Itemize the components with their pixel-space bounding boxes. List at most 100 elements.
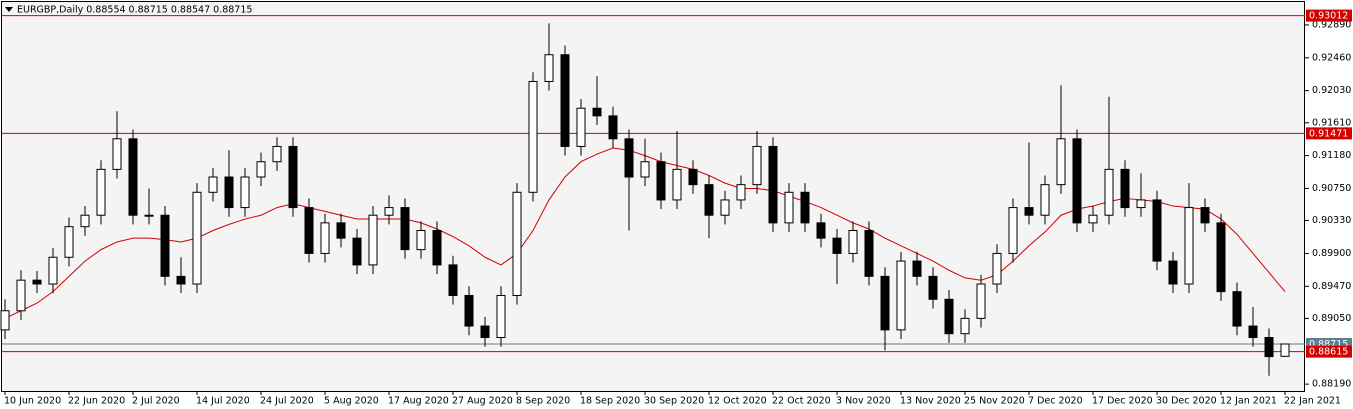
candle-body <box>928 275 938 300</box>
candle-body <box>32 279 42 285</box>
candle-body <box>464 294 474 327</box>
level-price-box <box>1306 127 1352 140</box>
candle-body <box>1216 222 1226 293</box>
candle-body <box>1024 207 1034 216</box>
x-tick-label: 30 Dec 2020 <box>1156 396 1217 407</box>
candle-body <box>976 283 986 319</box>
candle-body <box>640 161 650 178</box>
candle-body <box>704 184 714 216</box>
y-tick-label: 0.92460 <box>1312 52 1351 63</box>
candle-body <box>256 161 266 178</box>
candle-body <box>656 161 666 201</box>
x-tick-label: 8 Sep 2020 <box>516 396 570 407</box>
level-price-label: 0.88615 <box>1309 347 1348 358</box>
chart-title: EURGBP,Daily 0.88554 0.88715 0.88547 0.8… <box>17 5 252 16</box>
candle-body <box>672 168 682 201</box>
candle-body <box>1280 343 1290 357</box>
y-tick-label: 0.88190 <box>1312 379 1351 390</box>
x-tick-label: 22 Jan 2021 <box>1284 396 1341 407</box>
candle-body <box>864 230 874 277</box>
y-tick-label: 0.91180 <box>1312 150 1351 161</box>
candle-body <box>0 310 10 331</box>
candle-body <box>240 176 250 209</box>
candle-body <box>1184 207 1194 285</box>
x-tick-label: 22 Jun 2020 <box>68 396 125 407</box>
candle-body <box>1152 199 1162 262</box>
level-price-box <box>1306 9 1352 22</box>
level-price-label: 0.88715 <box>1309 339 1348 350</box>
candle-body <box>576 107 586 147</box>
candle-body <box>112 138 122 170</box>
candle-body <box>368 214 378 266</box>
candle-body <box>432 230 442 266</box>
candle-body <box>272 145 282 163</box>
y-tick-label: 0.90330 <box>1312 215 1351 226</box>
candle-body <box>16 279 26 312</box>
y-tick-label: 0.89900 <box>1312 248 1351 259</box>
candle-body <box>1104 168 1114 216</box>
candle-body <box>960 317 970 335</box>
candle-body <box>944 298 954 335</box>
level-price-label: 0.93012 <box>1309 11 1348 22</box>
candle-body <box>720 199 730 216</box>
level-price-box <box>1306 345 1352 358</box>
x-tick-label: 24 Jul 2020 <box>260 396 314 407</box>
candle-body <box>416 230 426 251</box>
candle-body <box>880 275 890 331</box>
candle-body <box>480 325 490 339</box>
candle-body <box>224 176 234 209</box>
candle-body <box>1056 138 1066 186</box>
y-tick-label: 0.92890 <box>1312 19 1351 30</box>
candle-body <box>992 252 1002 285</box>
candle-body <box>144 214 154 217</box>
candle-body <box>784 191 794 224</box>
candle-body <box>400 207 410 251</box>
candle-body <box>592 107 602 117</box>
x-tick-label: 25 Nov 2020 <box>964 396 1025 407</box>
candle-body <box>352 237 362 266</box>
candle-body <box>448 264 458 296</box>
x-tick-label: 30 Sep 2020 <box>644 396 704 407</box>
candle-body <box>1136 199 1146 209</box>
x-tick-label: 13 Nov 2020 <box>900 396 961 407</box>
x-tick-label: 22 Oct 2020 <box>772 396 831 407</box>
candle-body <box>512 191 522 296</box>
candle-body <box>624 138 634 178</box>
candle-body <box>1200 207 1210 224</box>
candle-body <box>336 222 346 239</box>
candle-body <box>1120 168 1130 209</box>
candle-body <box>176 275 186 285</box>
x-tick-label: 3 Nov 2020 <box>836 396 891 407</box>
candle-body <box>1008 207 1018 254</box>
x-tick-label: 17 Aug 2020 <box>388 396 449 407</box>
candle-body <box>48 256 58 285</box>
y-tick-label: 0.89050 <box>1312 313 1351 324</box>
candle-body <box>848 230 858 254</box>
candle-body <box>1232 291 1242 327</box>
menu-triangle[interactable] <box>5 7 13 12</box>
candle-body <box>752 145 762 186</box>
candle-body <box>496 294 506 339</box>
y-tick-label: 0.89470 <box>1312 281 1351 292</box>
candle-body <box>384 207 394 216</box>
candle-body <box>544 54 554 82</box>
candle-body <box>528 80 538 193</box>
level-price-label: 0.91471 <box>1309 128 1348 139</box>
candle-body <box>896 260 906 331</box>
candle-body <box>736 184 746 201</box>
candle-body <box>912 260 922 277</box>
x-tick-label: 27 Aug 2020 <box>452 396 513 407</box>
candle-body <box>208 176 218 193</box>
x-tick-label: 12 Jan 2021 <box>1220 396 1277 407</box>
candle-body <box>816 222 826 239</box>
x-tick-label: 2 Jul 2020 <box>132 396 180 407</box>
candle-body <box>1264 337 1274 358</box>
x-tick-label: 7 Dec 2020 <box>1028 396 1083 407</box>
candle-body <box>1248 325 1258 339</box>
candle-body <box>800 191 810 224</box>
x-tick-label: 18 Sep 2020 <box>580 396 640 407</box>
candle-body <box>1168 260 1178 285</box>
candle-body <box>80 214 90 228</box>
y-tick-label: 0.90750 <box>1312 183 1351 194</box>
